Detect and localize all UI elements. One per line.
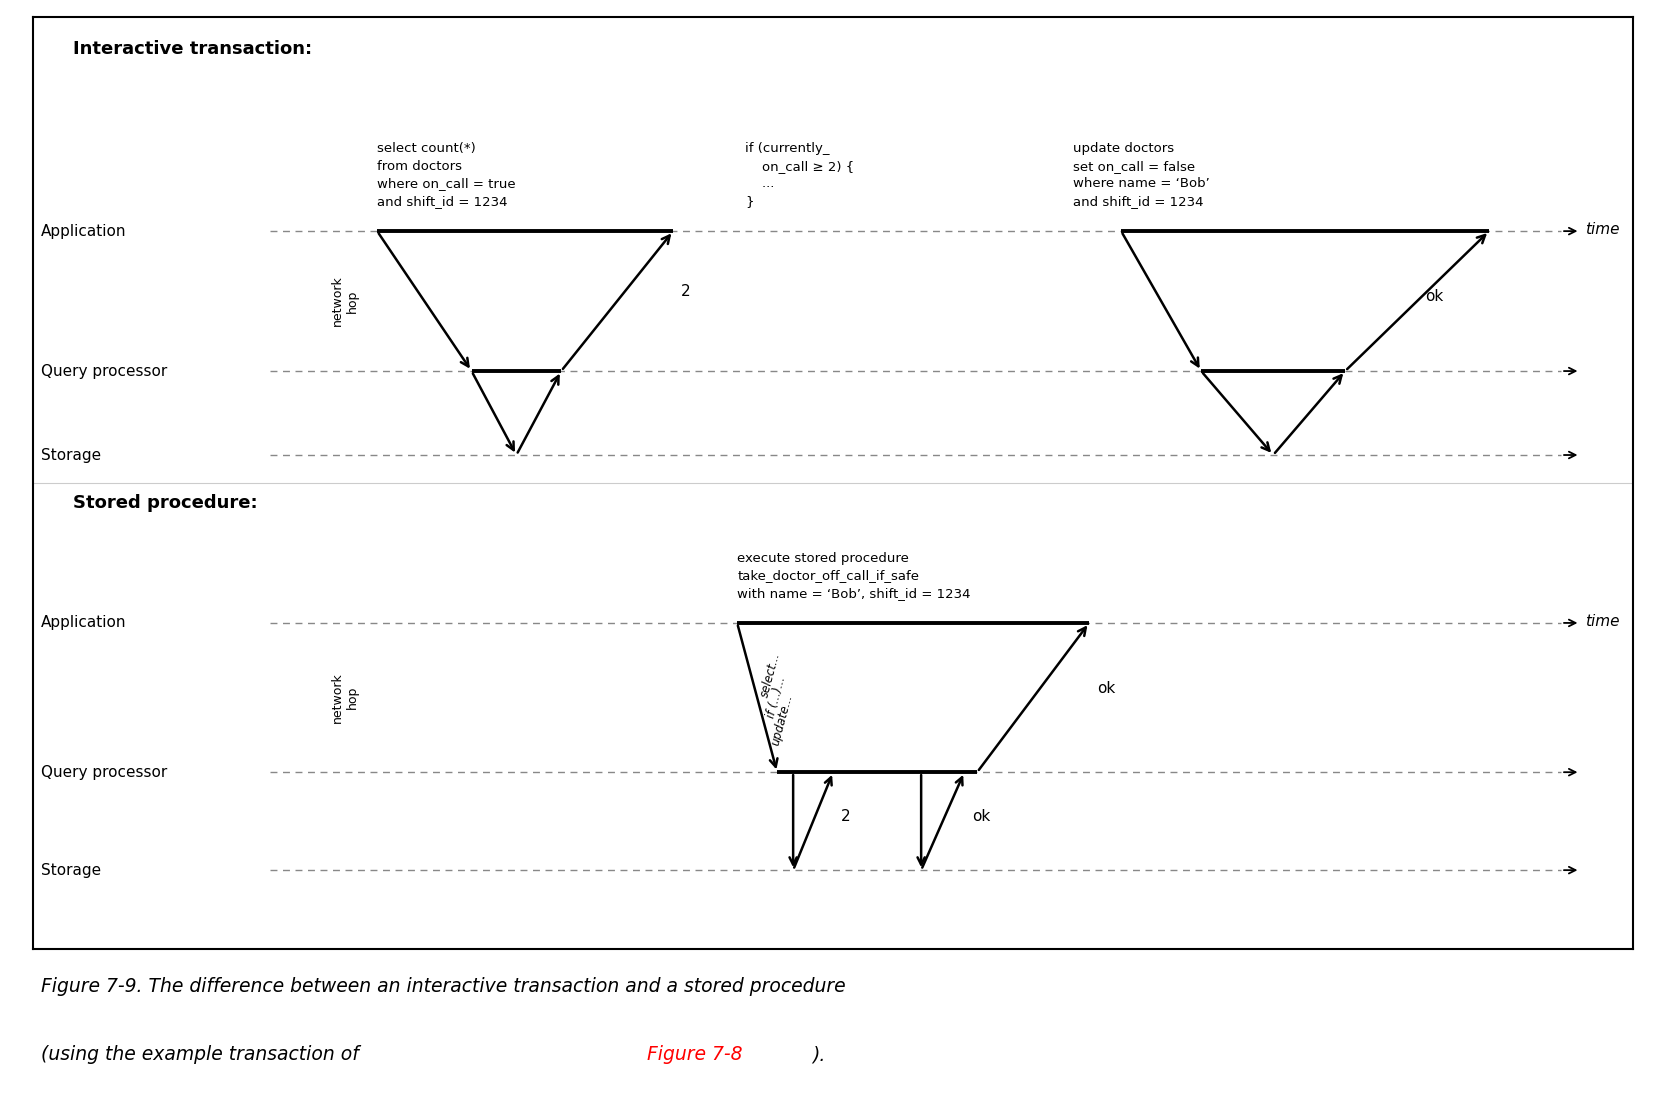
Text: Storage: Storage bbox=[41, 447, 101, 463]
Text: ok: ok bbox=[1425, 289, 1443, 304]
Text: ok: ok bbox=[1097, 681, 1115, 696]
Text: Application: Application bbox=[41, 224, 126, 238]
Text: update...: update... bbox=[769, 692, 795, 747]
Text: ok: ok bbox=[971, 809, 989, 824]
Text: time: time bbox=[1584, 614, 1619, 628]
Text: select...: select... bbox=[757, 651, 782, 699]
Text: Stored procedure:: Stored procedure: bbox=[73, 495, 257, 512]
Text: if (...)...: if (...)... bbox=[764, 676, 787, 720]
Text: if (currently_
    on_call ≥ 2) {
    ...
}: if (currently_ on_call ≥ 2) { ... } bbox=[744, 142, 853, 208]
Text: network
hop: network hop bbox=[331, 672, 360, 723]
Text: Storage: Storage bbox=[41, 862, 101, 878]
Text: execute stored procedure
take_doctor_off_call_if_safe
with name = ‘Bob’, shift_i: execute stored procedure take_doctor_off… bbox=[737, 552, 969, 599]
Text: select count(*)
from doctors
where on_call = true
and shift_id = 1234: select count(*) from doctors where on_ca… bbox=[376, 142, 515, 208]
Text: ).: ). bbox=[812, 1045, 825, 1064]
Text: update doctors
set on_call = false
where name = ‘Bob’
and shift_id = 1234: update doctors set on_call = false where… bbox=[1072, 142, 1210, 208]
Text: Figure 7-9. The difference between an interactive transaction and a stored proce: Figure 7-9. The difference between an in… bbox=[41, 977, 845, 996]
Text: 2: 2 bbox=[681, 284, 691, 299]
Text: 2: 2 bbox=[840, 809, 850, 824]
Text: Query processor: Query processor bbox=[41, 765, 167, 779]
Text: (using the example transaction of: (using the example transaction of bbox=[41, 1045, 365, 1064]
Text: network
hop: network hop bbox=[331, 276, 360, 327]
Text: Application: Application bbox=[41, 615, 126, 630]
Text: Query processor: Query processor bbox=[41, 363, 167, 379]
Text: Interactive transaction:: Interactive transaction: bbox=[73, 40, 312, 57]
Text: Figure 7-8: Figure 7-8 bbox=[646, 1045, 742, 1064]
Text: time: time bbox=[1584, 222, 1619, 236]
